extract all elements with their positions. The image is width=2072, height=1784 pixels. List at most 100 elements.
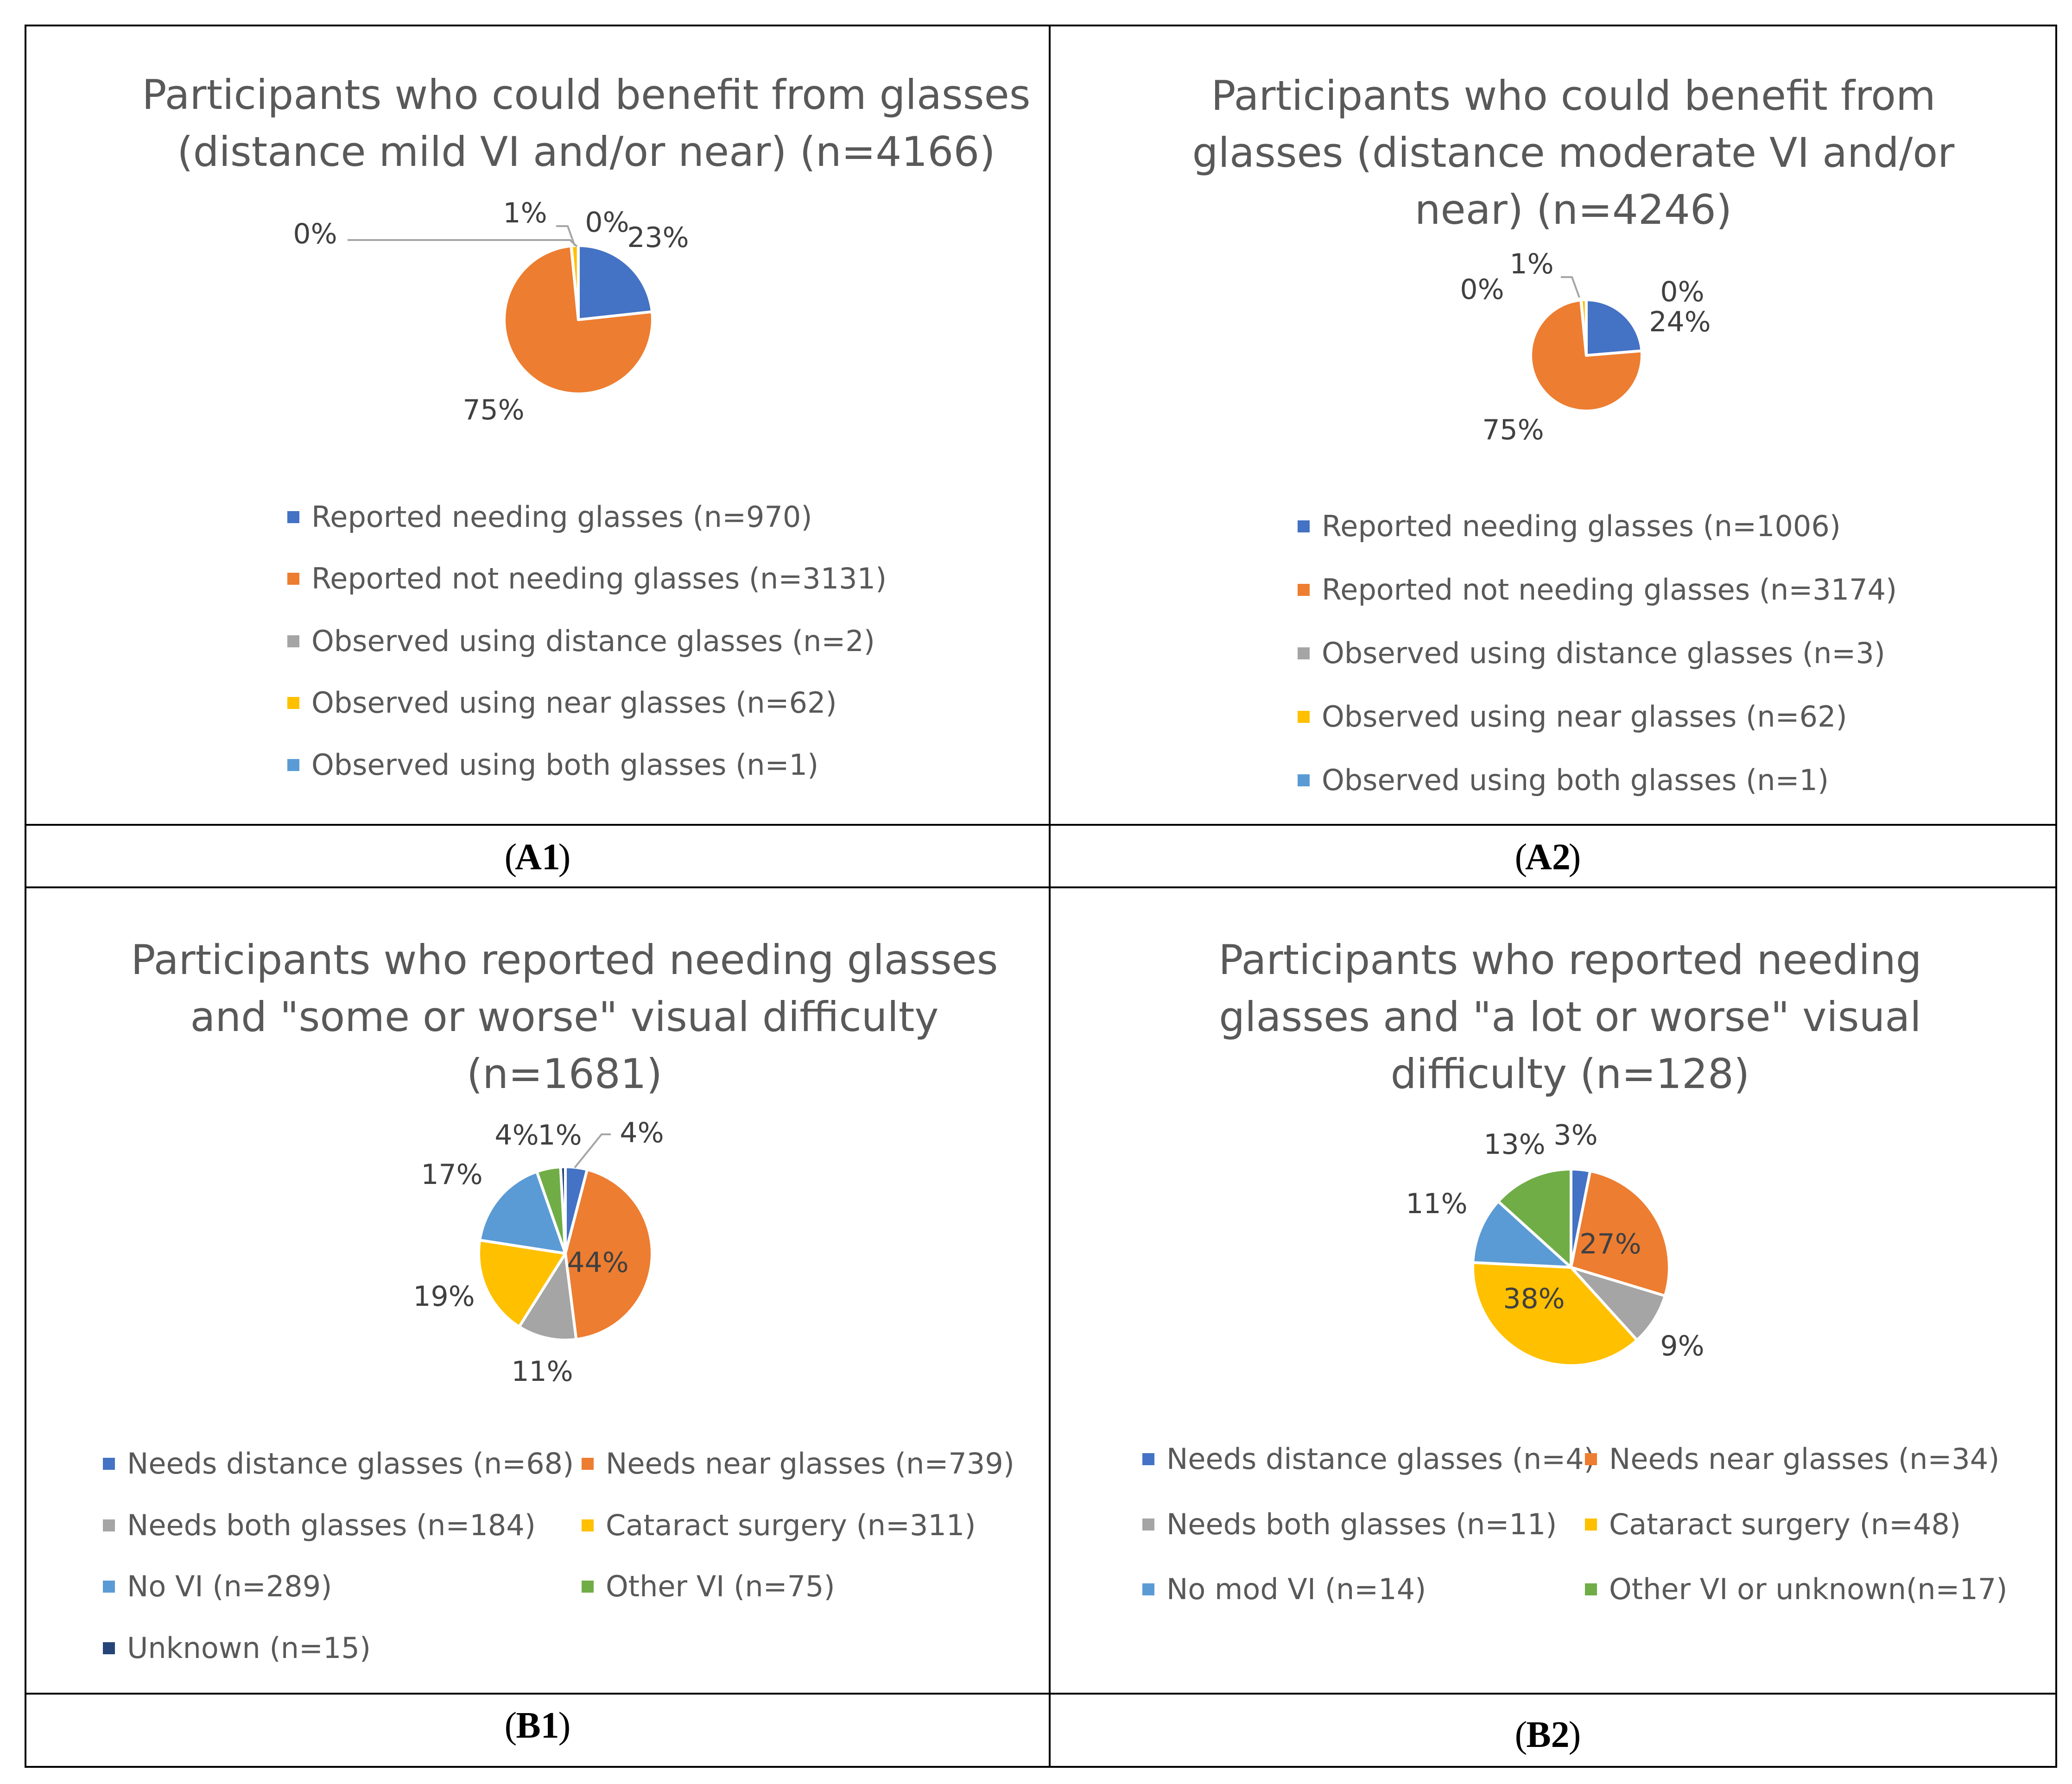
caption-a2-paren-open: ( [1515,837,1527,878]
caption-b1-paren-close: ) [558,1705,571,1746]
caption-b2-paren-close: ) [1569,1714,1581,1755]
panel-b1-legend: Needs distance glasses (n=68) Needs near … [103,1447,1014,1665]
panel-a1-pct-label: 23% [627,221,689,254]
pie-slice [577,244,654,321]
legend-swatch [1142,1518,1154,1531]
outer-border [25,25,2057,1768]
legend-swatch [103,1642,115,1654]
legend-swatch [1298,520,1310,532]
panel-b1-pct-label: 1% [538,1119,582,1151]
panel-a1-pct-label: 75% [463,394,524,426]
panel-b1-pct-label: 4% [620,1117,664,1149]
legend-swatch [287,697,299,709]
panel-b2-title-line-2: glasses and "a lot or worse" visual [1219,993,1921,1041]
legend-swatch [287,759,299,771]
panel-b2-legend: Needs distance glasses (n=4) Needs near g… [1142,1442,2008,1606]
pie-slice [559,1165,567,1255]
panel-a2-pct-label: 1% [1509,248,1553,280]
legend-swatch [103,1458,115,1470]
legend-swatch [582,1519,594,1531]
panel-b1-title-line-2: and "some or worse" visual difficulty [190,993,938,1041]
panel-a2-title-line-2: glasses (distance moderate VI and/or [1192,129,1955,177]
legend-swatch [1298,774,1310,786]
panel-b1-pie [477,1165,654,1341]
legend-entry-label: Needs both glasses (n=184) [127,1508,536,1542]
panel-a2-pct-label: 24% [1649,306,1711,338]
legend-entry-label: Needs near glasses (n=739) [606,1447,1014,1480]
panel-b1-leader-lines [574,1133,611,1169]
legend-entry-label: Other VI (n=75) [606,1569,835,1603]
legend-entry-label: Cataract surgery (n=311) [606,1508,976,1542]
legend-entry-label: Observed using near glasses (n=62) [1322,700,1847,734]
panel-a2-pct-label: 0% [1460,273,1504,306]
caption-a2: A2 [1525,837,1571,878]
legend-swatch [1298,711,1310,723]
pie-slice [477,1239,567,1329]
panel-a1-pie [503,244,654,395]
caption-b1-paren-open: ( [505,1705,517,1746]
pie-slice [1570,1170,1671,1297]
legend-entry-label: Observed using distance glasses (n=2) [311,624,875,658]
panel-b2-pct-label: 9% [1660,1330,1704,1362]
legend-swatch [287,635,299,647]
legend-entry-label: Reported needing glasses (n=970) [311,500,812,534]
pie-slice [1585,298,1643,357]
legend-swatch [582,1458,594,1470]
caption-a2-paren-close: ) [1569,837,1581,878]
legend-swatch [1298,647,1310,659]
panel-b2-pie [1471,1168,1671,1367]
pie-slice [1570,1266,1666,1342]
pie-slice [1471,1261,1639,1367]
legend-entry-label: Cataract surgery (n=48) [1609,1507,1961,1541]
panel-a1-pct-label: 0% [293,218,337,250]
legend-swatch [1298,584,1310,596]
legend-entry-label: Observed using distance glasses (n=3) [1322,636,1885,670]
panel-a2-title-line-3: near) (n=4246) [1415,186,1732,234]
panel-b2-pct-label: 3% [1553,1119,1597,1151]
legend-entry-label: Reported needing glasses (n=1006) [1322,509,1841,543]
panel-b1-pct-label: 44% [567,1246,628,1279]
legend-entry-label: No VI (n=289) [127,1569,332,1603]
pie-slice [518,1252,578,1341]
legend-entry-label: Needs both glasses (n=11) [1166,1507,1557,1541]
panel-a2: Participants who could benefit from glas… [1192,72,1955,797]
panel-b1: Participants who reported needing glasse… [103,936,1014,1665]
panel-b1-pct-label: 4% [494,1119,539,1151]
pie-slice [478,1170,567,1255]
legend-entry-label: Observed using near glasses (n=62) [311,686,837,720]
panel-a1-title-line-2: (distance mild VI and/or near) (n=4166) [177,128,995,176]
legend-swatch [103,1581,115,1593]
panel-a1-leader-near [556,225,576,246]
panel-b1-pct-label: 19% [413,1280,475,1313]
legend-entry-label: Unknown (n=15) [127,1631,371,1665]
legend-swatch [1585,1453,1597,1465]
panel-b2-pct-label: 11% [1406,1188,1467,1220]
legend-swatch [1142,1453,1154,1465]
panel-b1-title-line-1: Participants who reported needing glasse… [131,936,998,984]
panel-a2-pct-label: 75% [1482,414,1544,446]
legend-swatch [1585,1583,1597,1595]
panel-a1-leader-distance [348,239,578,247]
legend-entry-label: Needs near glasses (n=34) [1609,1442,2000,1476]
pie-slice [564,1168,654,1341]
panel-b2: Participants who reported needing glasse… [1142,936,2008,1606]
legend-entry-label: Needs distance glasses (n=4) [1166,1442,1595,1476]
panel-a2-legend: Reported needing glasses (n=1006) Reporte… [1298,509,1897,797]
panel-a1-legend: Reported needing glasses (n=970) Reported… [287,500,887,782]
panel-a2-title-line-1: Participants who could benefit from [1211,72,1935,120]
legend-swatch [103,1519,115,1531]
pie-slice [1471,1200,1572,1269]
pie-slice [1496,1168,1572,1269]
caption-b1: B1 [516,1705,559,1746]
caption-a1-paren-close: ) [558,837,571,878]
panel-b1-leader-distance [574,1133,611,1169]
legend-entry-label: Observed using both glasses (n=1) [1322,763,1829,797]
panel-a1-title-line-1: Participants who could benefit from glas… [142,71,1030,119]
caption-a1-paren-open: ( [505,837,517,878]
caption-b2: B2 [1526,1714,1569,1755]
panel-b1-title-line-3: (n=1681) [467,1050,662,1098]
legend-entry-label: Needs distance glasses (n=68) [127,1447,574,1480]
panel-b2-title-line-3: difficulty (n=128) [1391,1050,1750,1098]
panel-a1-pct-label: 0% [585,206,629,239]
caption-b2-paren-open: ( [1515,1714,1527,1755]
